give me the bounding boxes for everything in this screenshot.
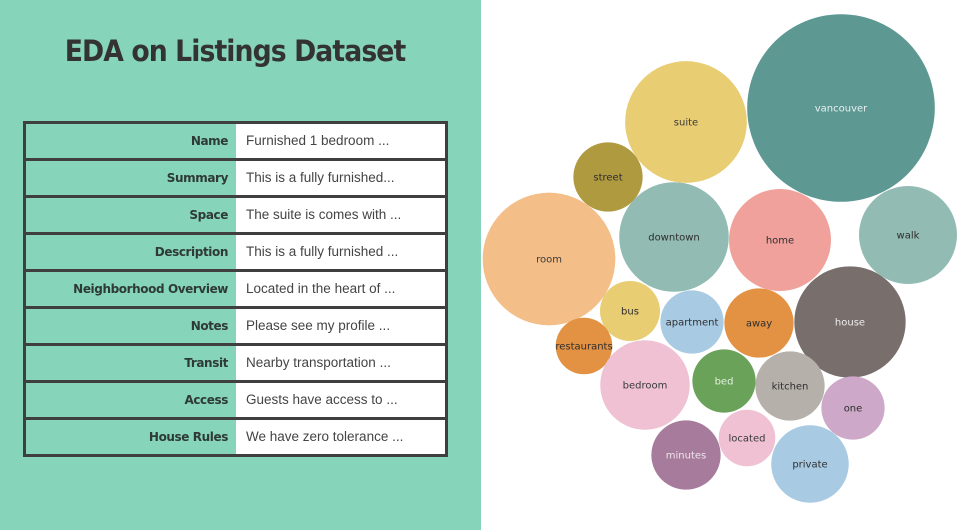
listing-fields-table: Name Furnished 1 bedroom ... Summary This i… xyxy=(23,121,448,457)
bubble-minutes: minutes xyxy=(651,420,721,490)
field-label: Space xyxy=(26,198,236,232)
bubble-label: walk xyxy=(897,231,920,242)
bubble-circle xyxy=(573,142,643,212)
bubble-label: kitchen xyxy=(772,382,809,393)
field-label: Neighborhood Overview xyxy=(26,272,236,306)
bubble-circle xyxy=(619,182,729,292)
bubble-vancouver: vancouver xyxy=(747,14,935,202)
bubble-downtown: downtown xyxy=(619,182,729,292)
bubble-circle xyxy=(718,409,776,467)
table-row: Description This is a fully furnished ... xyxy=(26,235,445,269)
bubble-circle xyxy=(771,425,849,503)
bubble-label: located xyxy=(729,434,766,445)
table-row: Access Guests have access to ... xyxy=(26,383,445,417)
bubble-circle xyxy=(555,317,613,375)
bubble-circle xyxy=(625,61,747,183)
bubble-label: away xyxy=(746,319,772,330)
field-value: We have zero tolerance ... xyxy=(236,420,445,454)
field-label: Description xyxy=(26,235,236,269)
table-row: Notes Please see my profile ... xyxy=(26,309,445,343)
bubble-label: vancouver xyxy=(815,104,868,115)
bubble-suite: suite xyxy=(625,61,747,183)
bubble-label: house xyxy=(835,318,865,329)
bubble-label: bus xyxy=(621,307,639,318)
bubble-label: bedroom xyxy=(623,381,668,392)
bubble-circle xyxy=(600,340,690,430)
bubble-circle xyxy=(859,186,957,284)
field-value: The suite is comes with ... xyxy=(236,198,445,232)
field-label: Transit xyxy=(26,346,236,380)
field-label: Notes xyxy=(26,309,236,343)
bubble-street: street xyxy=(573,142,643,212)
bubble-label: suite xyxy=(674,118,698,129)
bubble-label: one xyxy=(844,404,863,415)
table-row: Name Furnished 1 bedroom ... xyxy=(26,124,445,158)
bubble-located: located xyxy=(718,409,776,467)
bubble-circle xyxy=(794,266,906,378)
field-value: Nearby transportation ... xyxy=(236,346,445,380)
bubble-away: away xyxy=(724,288,794,358)
bubble-apartment: apartment xyxy=(660,290,724,354)
left-panel: EDA on Listings Dataset Name Furnished 1 … xyxy=(0,0,481,530)
field-label: Name xyxy=(26,124,236,158)
bubble-restaurants: restaurants xyxy=(555,317,613,375)
bubble-label: room xyxy=(536,255,562,266)
table-row: Space The suite is comes with ... xyxy=(26,198,445,232)
bubble-label: bed xyxy=(715,377,734,388)
field-value: This is a fully furnished ... xyxy=(236,235,445,269)
word-bubble-chart: vancouver suite street room downtown home walk… xyxy=(482,14,957,503)
bubble-label: home xyxy=(766,236,794,247)
bubble-circle xyxy=(692,349,756,413)
bubble-circle xyxy=(724,288,794,358)
bubble-bus: bus xyxy=(600,281,660,341)
bubble-circle xyxy=(651,420,721,490)
field-label: Summary xyxy=(26,161,236,195)
bubble-label: street xyxy=(593,173,622,184)
field-value: Furnished 1 bedroom ... xyxy=(236,124,445,158)
table-row: Summary This is a fully furnished... xyxy=(26,161,445,195)
bubble-walk: walk xyxy=(859,186,957,284)
bubble-label: restaurants xyxy=(555,342,612,353)
table-row: Neighborhood Overview Located in the hear… xyxy=(26,272,445,306)
bubble-private: private xyxy=(771,425,849,503)
field-label: House Rules xyxy=(26,420,236,454)
bubble-bed: bed xyxy=(692,349,756,413)
bubble-one: one xyxy=(821,376,885,440)
bubble-house: house xyxy=(794,266,906,378)
bubble-circle xyxy=(482,192,616,326)
bubble-circle xyxy=(729,189,831,291)
bubble-circle xyxy=(821,376,885,440)
field-value: This is a fully furnished... xyxy=(236,161,445,195)
bubble-circle xyxy=(660,290,724,354)
field-value: Located in the heart of ... xyxy=(236,272,445,306)
bubble-label: apartment xyxy=(666,318,719,329)
page-title: EDA on Listings Dataset xyxy=(64,34,407,68)
bubble-kitchen: kitchen xyxy=(755,351,825,421)
table-row: House Rules We have zero tolerance ... xyxy=(26,420,445,454)
bubble-circle xyxy=(747,14,935,202)
bubble-label: minutes xyxy=(666,451,706,462)
table-row: Transit Nearby transportation ... xyxy=(26,346,445,380)
bubble-room: room xyxy=(482,192,616,326)
field-value: Please see my profile ... xyxy=(236,309,445,343)
bubble-label: private xyxy=(792,460,827,471)
bubble-label: downtown xyxy=(648,233,700,244)
field-label: Access xyxy=(26,383,236,417)
bubble-home: home xyxy=(729,189,831,291)
bubble-circle xyxy=(600,281,660,341)
bubble-circle xyxy=(755,351,825,421)
bubble-bedroom: bedroom xyxy=(600,340,690,430)
field-value: Guests have access to ... xyxy=(236,383,445,417)
